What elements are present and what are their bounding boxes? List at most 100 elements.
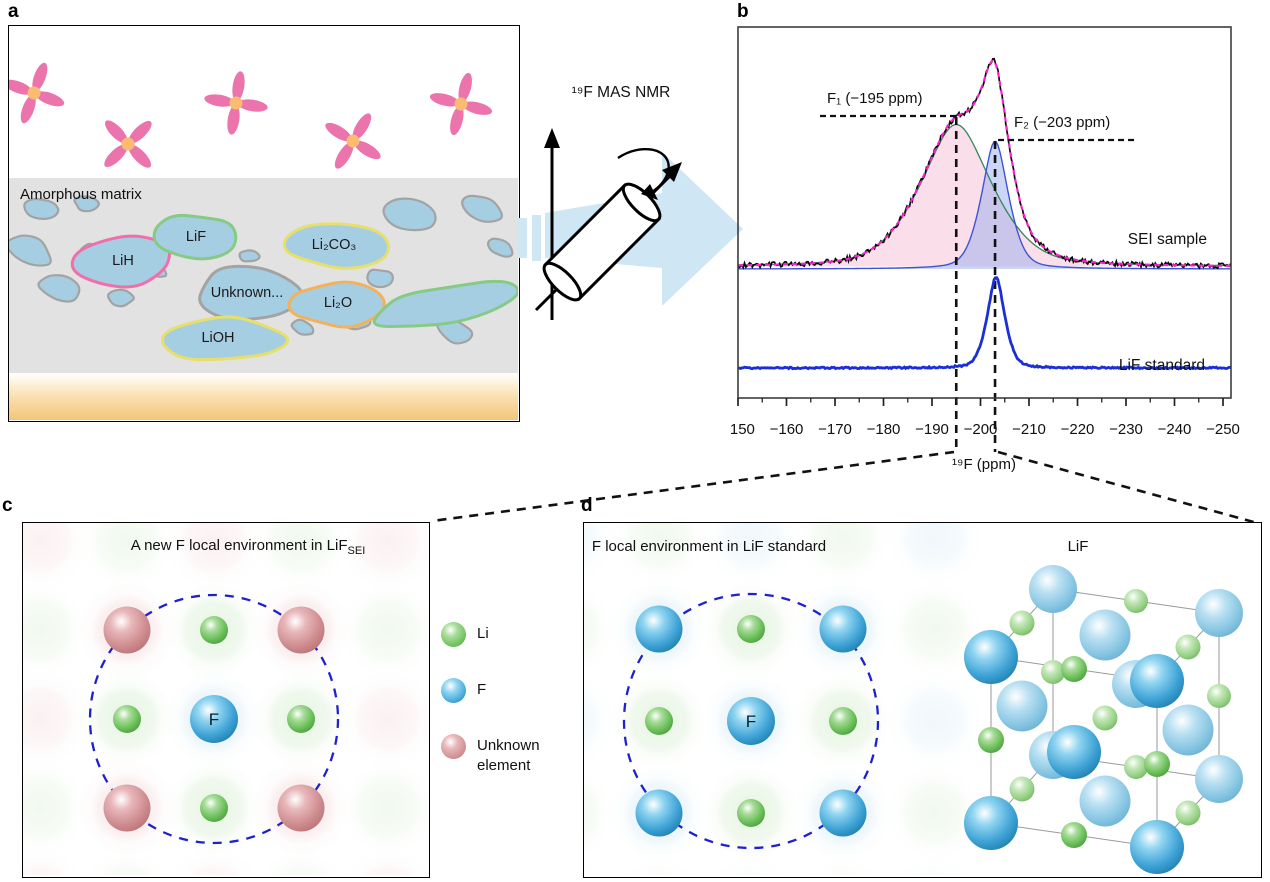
corner-atom — [819, 789, 867, 837]
f2-component-line — [738, 140, 1230, 270]
crystal-f-atom — [996, 680, 1048, 732]
sei-sample-trace-label: SEI sample — [1127, 231, 1207, 248]
x-axis-label: ¹⁹F (ppm) — [952, 456, 1016, 473]
labeled-phase-blob — [198, 264, 304, 321]
nmr-spectrum-plot: −150 −160 −170 −180 −190 −200 −210 −220 −230 −240… — [730, 26, 1240, 452]
panel-d-box: F — [583, 522, 1262, 878]
matrix-inclusion-blob — [461, 194, 504, 223]
peak1-annotation: F₁ (−195 ppm) — [827, 90, 923, 107]
lattice-halo — [23, 759, 89, 857]
crystal-li-atom — [1061, 656, 1087, 682]
lattice-halo — [886, 764, 984, 862]
labeled-phase-blob — [282, 222, 390, 270]
lattice-halo — [339, 670, 427, 768]
li-atom-icon — [441, 622, 466, 647]
li-atom — [645, 707, 673, 735]
legend-item: Li — [441, 622, 581, 647]
region-label: Li₂O — [323, 295, 353, 311]
lattice-halo — [584, 675, 616, 767]
li-ion-flower-icon — [104, 120, 152, 168]
atom-legend: Li F Unknown element — [441, 622, 581, 808]
li-ion-flower-icon — [429, 72, 493, 136]
crystal-f-atom — [1047, 725, 1101, 779]
li-atom — [737, 799, 765, 827]
central-atom-label: F — [209, 710, 219, 729]
crystal-f-atom — [1195, 589, 1243, 637]
coordination-circle — [622, 592, 880, 850]
panel-d-crystal-title: LiF — [1067, 538, 1089, 555]
sei-schematic-graphic — [9, 62, 518, 420]
lattice-halo — [886, 672, 984, 770]
panel-c-box: F — [22, 522, 430, 878]
legend-label: Li — [477, 625, 489, 642]
tick-label: −150 — [730, 421, 755, 438]
peak2-annotation: F₂ (−203 ppm) — [1014, 114, 1111, 131]
lattice-halo — [339, 523, 427, 590]
crystal-li-atom — [978, 727, 1004, 753]
crystal-li-atom — [1207, 684, 1231, 708]
substrate-layer — [9, 373, 518, 420]
corner-atom — [635, 605, 683, 653]
crystal-li-atom — [1124, 589, 1148, 613]
lattice-halo — [896, 856, 974, 875]
panel-c-title: A new F local environment in LiFSEI — [131, 537, 366, 557]
matrix-inclusion-blob — [23, 197, 60, 220]
coordination-circle — [88, 593, 340, 845]
region-label: Unknown... — [210, 285, 284, 301]
li-atom — [200, 616, 228, 644]
lattice-halo — [339, 759, 427, 857]
matrix-inclusion-blob — [290, 318, 315, 336]
li-atom — [737, 615, 765, 643]
f2-component-fill — [738, 141, 1231, 269]
crystal-f-atom — [1130, 820, 1184, 874]
crystal-f-atom — [1079, 609, 1131, 661]
crystal-li-atom — [1061, 822, 1087, 848]
crystal-f-atom — [1079, 775, 1131, 827]
panel-a-box — [8, 25, 520, 422]
labeled-phase-blob — [70, 234, 172, 289]
tick-label: −170 — [818, 421, 852, 438]
tick-label: −200 — [964, 421, 998, 438]
corner-atom — [819, 605, 867, 653]
lattice-halo — [794, 523, 892, 586]
central-f-atom — [190, 695, 238, 743]
corner-atom — [277, 606, 325, 654]
lattice-halo — [165, 523, 263, 590]
matrix-inclusion-blob — [73, 195, 100, 213]
central-atom-label: F — [746, 712, 756, 731]
region-label: LiH — [112, 253, 134, 269]
lattice-halo — [23, 581, 89, 679]
lattice-halo — [584, 767, 616, 859]
crystal-f-atom — [964, 796, 1018, 850]
li-ion-flower-icon — [204, 71, 268, 135]
crystal-f-atom — [1195, 755, 1243, 803]
corner-atom — [103, 606, 151, 654]
crystal-li-atom — [1009, 610, 1035, 636]
tick-label: −160 — [770, 421, 804, 438]
matrix-inclusion-blob — [106, 288, 135, 308]
tick-label: −210 — [1012, 421, 1046, 438]
li-ion-flower-icon — [325, 113, 381, 169]
legend-item: Unknown element — [441, 734, 581, 777]
lattice-halo — [78, 523, 176, 590]
lattice-halo — [23, 848, 84, 875]
mas-rotor-icon — [534, 128, 682, 320]
lattice-halo — [584, 523, 616, 583]
li-atom — [829, 707, 857, 735]
matrix-inclusion-blob — [366, 268, 394, 289]
labeled-phase-blob — [152, 213, 238, 261]
panel-a-label: a — [8, 1, 19, 22]
region-label: Li₂CO₃ — [311, 237, 357, 253]
lattice-halo — [339, 581, 427, 679]
tick-label: −250 — [1206, 421, 1240, 438]
corner-atom — [103, 784, 151, 832]
legend-label: F — [477, 681, 487, 698]
crystal-li-atom — [1041, 660, 1065, 684]
lattice-halo — [252, 523, 350, 590]
crystal-f-atom — [1162, 704, 1214, 756]
li-atom — [113, 705, 141, 733]
lattice-halo — [23, 670, 89, 768]
tick-label: −220 — [1061, 421, 1095, 438]
matrix-inclusion-blob — [9, 234, 52, 267]
panel-c-label: c — [2, 495, 13, 516]
